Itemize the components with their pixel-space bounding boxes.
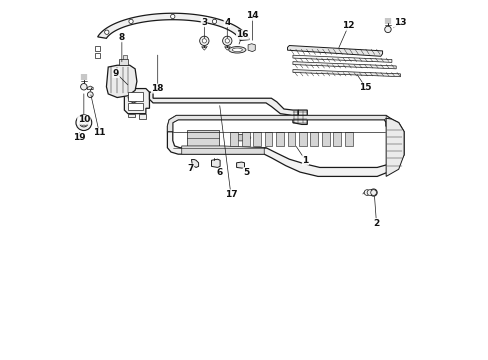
Polygon shape [87,86,93,90]
Circle shape [80,118,88,127]
Circle shape [76,115,92,131]
Text: 6: 6 [217,168,223,177]
Polygon shape [236,162,244,168]
Text: 14: 14 [245,11,258,20]
Bar [333,132,341,146]
Text: 10: 10 [78,115,90,124]
Circle shape [199,36,208,45]
Polygon shape [191,159,198,167]
Text: 5: 5 [243,168,249,177]
Bar [298,132,306,146]
Text: 3: 3 [201,18,207,27]
Polygon shape [292,62,395,69]
Bar [128,92,142,101]
Text: 17: 17 [224,190,237,199]
Text: 9: 9 [113,69,119,78]
Polygon shape [292,69,400,77]
Ellipse shape [228,46,245,53]
Text: 4: 4 [224,18,230,27]
Circle shape [170,14,175,19]
Polygon shape [124,89,149,114]
Bar [230,132,238,146]
Polygon shape [247,44,255,51]
Circle shape [224,39,229,43]
Polygon shape [167,116,391,132]
Circle shape [81,84,87,90]
Polygon shape [211,159,220,167]
Circle shape [104,30,109,34]
Bar [241,132,249,146]
Text: 7: 7 [187,164,194,173]
Circle shape [364,190,369,195]
Polygon shape [167,116,386,132]
Bar [321,132,329,146]
Polygon shape [202,47,206,50]
Bar [276,132,284,146]
Ellipse shape [232,48,242,51]
Circle shape [369,189,376,196]
Circle shape [370,190,376,195]
Polygon shape [149,92,298,116]
Circle shape [236,30,241,34]
Circle shape [366,190,372,195]
Polygon shape [95,53,100,58]
Bar [253,132,261,146]
Polygon shape [292,110,306,125]
Bar [123,55,126,59]
Text: 1: 1 [302,156,308,165]
Polygon shape [292,55,391,62]
Bar [119,59,128,65]
Polygon shape [95,45,100,51]
Text: 2: 2 [372,219,379,228]
Text: 18: 18 [151,84,163,93]
Polygon shape [224,47,229,50]
Polygon shape [98,13,248,40]
Circle shape [212,19,216,23]
Polygon shape [287,45,382,56]
Text: 12: 12 [342,21,354,30]
Bar [344,132,352,146]
Text: 8: 8 [119,33,125,42]
Text: 16: 16 [236,30,248,39]
Circle shape [384,26,390,33]
Polygon shape [128,114,135,117]
Text: 19: 19 [73,133,86,142]
Bar [287,132,295,146]
Circle shape [87,92,93,98]
Circle shape [222,36,231,45]
Polygon shape [128,96,136,103]
Text: 15: 15 [359,83,371,92]
Ellipse shape [230,134,250,141]
Text: 11: 11 [93,128,105,137]
Bar [128,103,142,110]
Polygon shape [106,65,137,98]
Polygon shape [139,114,145,119]
Bar [310,132,318,146]
Circle shape [129,19,133,23]
Polygon shape [182,146,264,154]
Circle shape [202,39,206,43]
Bar [264,132,272,146]
Text: 13: 13 [393,18,406,27]
Polygon shape [386,118,403,176]
Polygon shape [187,130,219,145]
Polygon shape [167,118,403,176]
